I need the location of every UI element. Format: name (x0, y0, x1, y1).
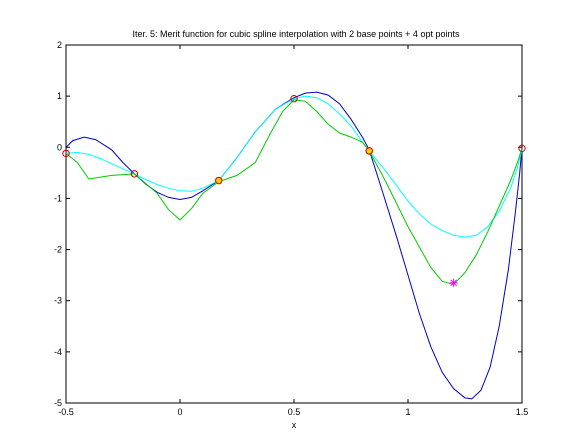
x-tick-label: -0.5 (58, 407, 74, 417)
new-point-marker (450, 279, 457, 287)
x-tick-label: 0 (177, 407, 182, 417)
opt-point-marker (365, 147, 373, 155)
y-tick-label: -4 (54, 347, 62, 357)
point-markers (62, 95, 526, 287)
series-lines (65, 91, 523, 400)
x-tick-label: 1.5 (516, 407, 529, 417)
base-point-marker (365, 147, 373, 155)
y-tick-label: -5 (54, 398, 62, 408)
x-tick-label: 1 (405, 407, 410, 417)
chart-title: Iter. 5: Merit function for cubic spline… (133, 29, 460, 39)
x-tick-label: 0.5 (288, 407, 301, 417)
base-point-marker (130, 170, 139, 178)
base-point-marker (290, 95, 298, 103)
series-line-2 (65, 95, 523, 238)
y-tick-label: -1 (54, 193, 62, 203)
series-line-3 (65, 99, 523, 285)
y-tick-label: 0 (57, 142, 62, 152)
base-point-marker (62, 149, 70, 158)
opt-point-marker (215, 176, 223, 185)
y-tick-label: -3 (54, 296, 62, 306)
y-tick-label: 1 (57, 91, 62, 101)
y-tick-label: -2 (54, 245, 62, 255)
base-point-marker (215, 176, 223, 185)
base-point-marker (518, 144, 526, 153)
x-axis-label: x (292, 420, 297, 430)
y-tick-label: 2 (57, 40, 62, 50)
axes: -0.5 0 0.5 1 1.5 -5 -4 -3 -2 -1 0 1 2 (54, 40, 528, 417)
series-line-1 (65, 91, 523, 400)
